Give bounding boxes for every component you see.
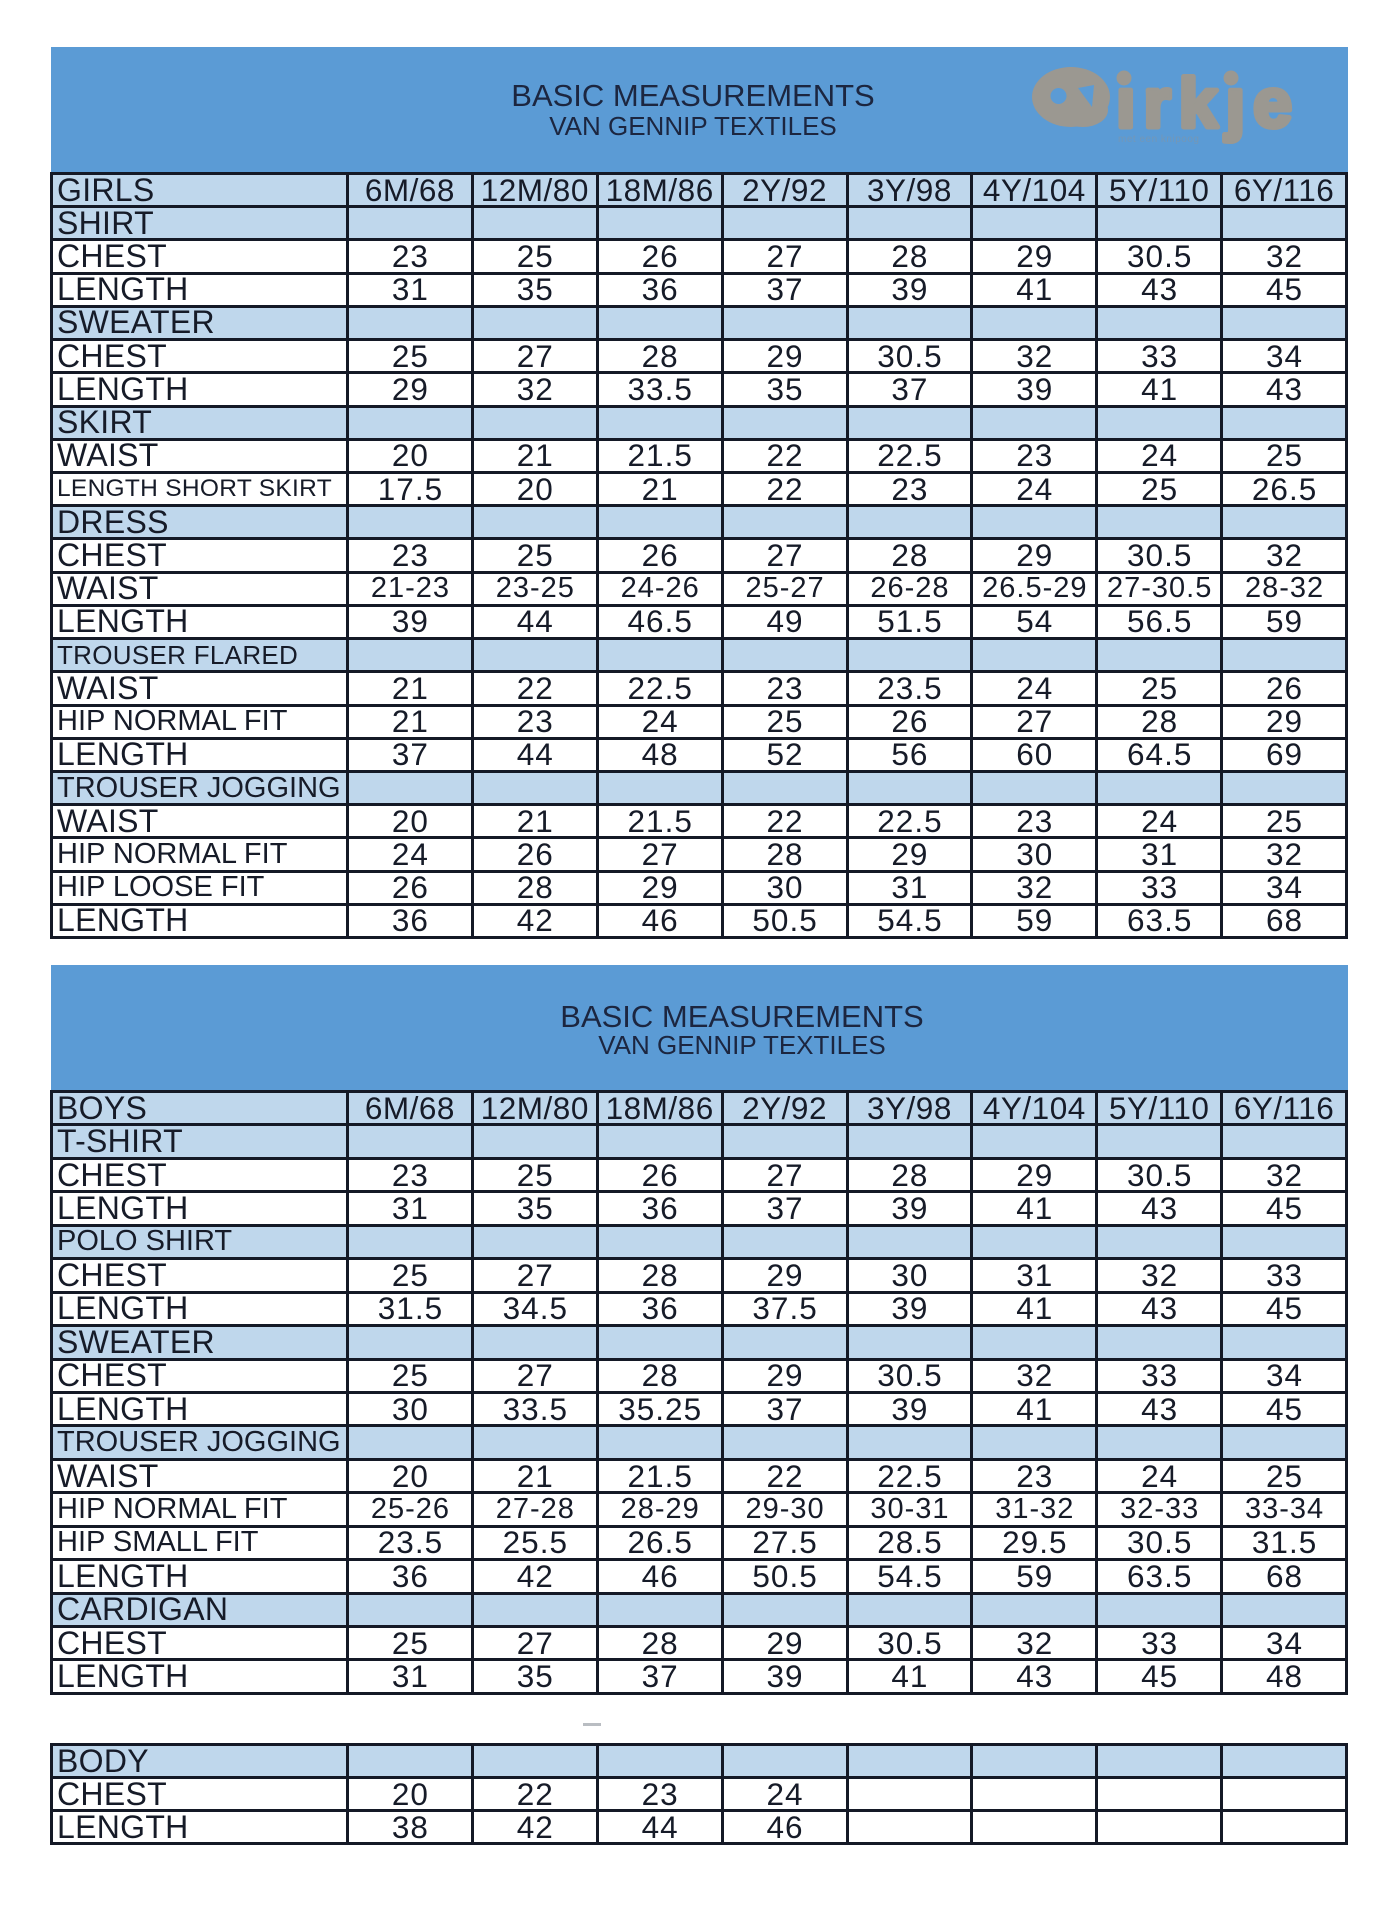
svg-text:met een knipoog: met een knipoog [1118,134,1199,145]
svg-text:ırkȷe: ırkȷe [1116,64,1300,142]
